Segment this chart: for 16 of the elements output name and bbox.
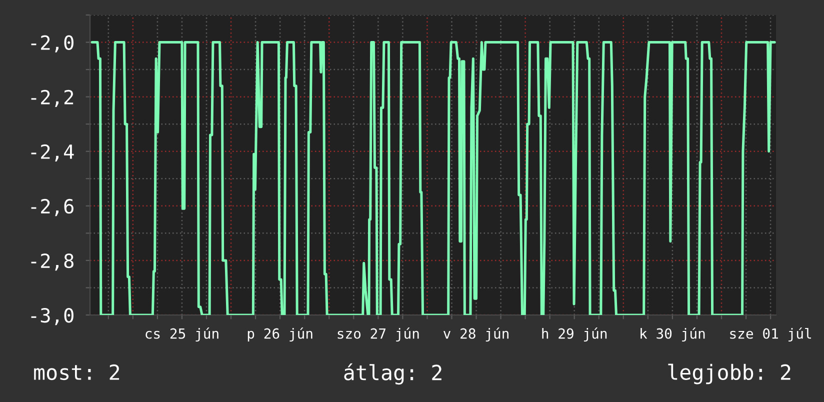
x-tick-label: szo 27 jún xyxy=(338,328,419,342)
y-tick-label: -3,0 xyxy=(31,308,74,326)
y-tick-label: -2,2 xyxy=(31,90,74,107)
text: legjobb: 2 xyxy=(668,364,790,384)
x-tick-label: h 29 jún xyxy=(542,328,607,342)
x-tick-label: k 30 jún xyxy=(640,328,705,342)
x-tick-label: p 26 jún xyxy=(248,328,312,342)
text: most: 2 xyxy=(34,364,120,380)
y-tick-label: -2,8 xyxy=(31,253,74,271)
text: átlag: 2 xyxy=(344,363,442,385)
x-tick-label: v 28 jún xyxy=(443,328,508,342)
x-tick-label: cs 25 jún xyxy=(146,328,218,342)
y-tick-label: -2,6 xyxy=(31,198,74,216)
y-tick-label: -2,0 xyxy=(31,35,74,52)
x-tick-label: sze 01 júl xyxy=(730,328,812,342)
y-tick-label: -2,4 xyxy=(31,144,74,162)
